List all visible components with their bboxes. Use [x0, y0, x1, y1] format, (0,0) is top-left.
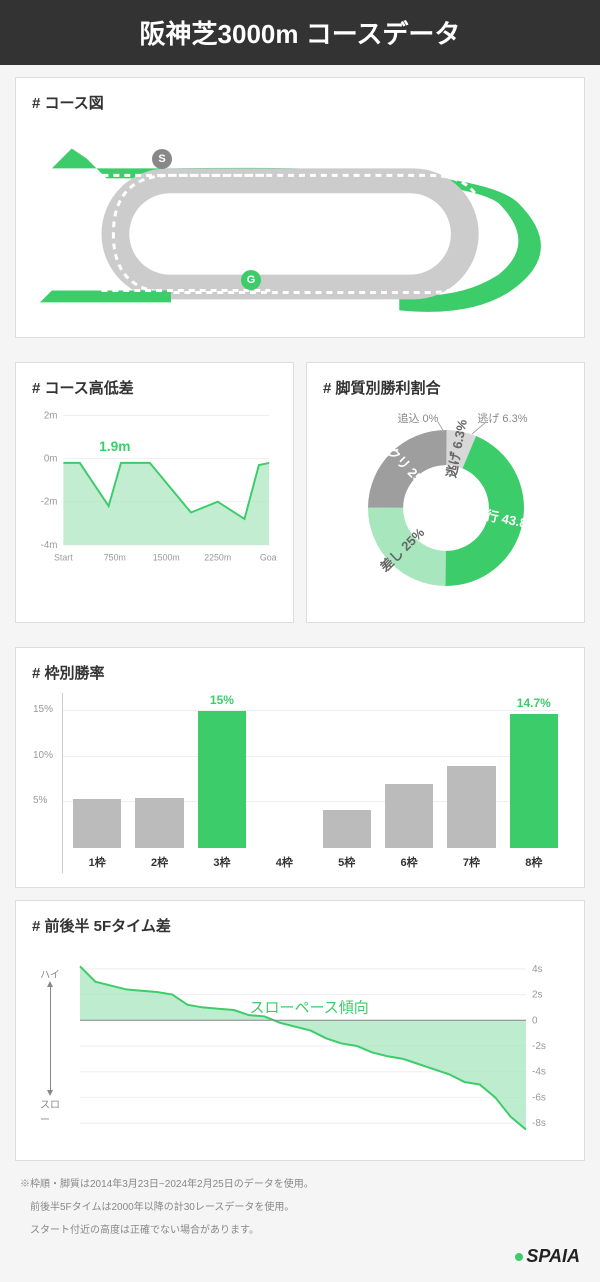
- pace-title: # 前後半 5Fタイム差: [32, 915, 568, 936]
- svg-text:-4m: -4m: [41, 540, 58, 551]
- svg-text:0m: 0m: [44, 454, 58, 465]
- elevation-card: # コース高低差 2m 0m -2m -4m Start 750m 1500m 2250m Go…: [15, 362, 294, 623]
- elevation-title: # コース高低差: [32, 377, 277, 398]
- elevation-chart: 2m 0m -2m -4m Start 750m 1500m 2250m Goal 1.9m: [32, 408, 277, 568]
- svg-text:-8s: -8s: [532, 1118, 546, 1129]
- svg-text:-4s: -4s: [532, 1067, 546, 1078]
- footnote-line: 前後半5Fタイムは2000年以降の計30レースデータを使用。: [0, 1196, 600, 1219]
- bar-2: 2枠: [135, 798, 183, 848]
- footnote-line: スタート付近の高度は正確でない場合があります。: [0, 1219, 600, 1242]
- pace-chart: 4s2s0-2s-4s-6s-8sスローペース傾向ハイスロー: [32, 946, 568, 1146]
- goal-chute: [40, 290, 171, 302]
- course-map: S G: [32, 123, 568, 323]
- start-badge: S: [152, 149, 172, 169]
- footnote-line: ※枠順・脚質は2014年3月23日~2024年2月25日のデータを使用。: [0, 1173, 600, 1196]
- bar-1: 1枠: [73, 799, 121, 848]
- pace-card: # 前後半 5Fタイム差 4s2s0-2s-4s-6s-8sスローペース傾向ハイ…: [15, 900, 585, 1161]
- bar-8: 8枠14.7%: [510, 714, 558, 848]
- svg-text:-2m: -2m: [41, 497, 58, 508]
- goal-badge: G: [241, 270, 261, 290]
- footnotes: ※枠順・脚質は2014年3月23日~2024年2月25日のデータを使用。 前後半…: [0, 1173, 600, 1242]
- bars-card: # 枠別勝率 5%10%15%1枠2枠3枠15%4枠5枠6枠7枠8枠14.7%: [15, 647, 585, 888]
- bar-7: 7枠: [447, 766, 495, 848]
- svg-text:-2s: -2s: [532, 1041, 546, 1052]
- svg-text:2250m: 2250m: [204, 553, 231, 563]
- brand-dot-icon: [515, 1253, 523, 1261]
- brand-logo: SPAIA: [0, 1242, 600, 1282]
- svg-text:Goal: Goal: [260, 553, 277, 563]
- donut-title: # 脚質別勝利割合: [323, 377, 568, 398]
- page-title: 阪神芝3000m コースデータ: [0, 0, 600, 65]
- bar-5: 5枠: [323, 810, 371, 848]
- bar-3: 3枠15%: [198, 711, 246, 848]
- svg-text:750m: 750m: [104, 553, 126, 563]
- svg-text:スローペース傾向: スローペース傾向: [249, 999, 368, 1016]
- svg-text:0: 0: [532, 1015, 538, 1026]
- svg-text:1.9m: 1.9m: [99, 439, 130, 454]
- course-map-card: # コース図 S G: [15, 77, 585, 338]
- svg-text:2s: 2s: [532, 990, 543, 1001]
- track-inner: [129, 193, 451, 274]
- svg-text:1500m: 1500m: [153, 553, 180, 563]
- svg-text:-6s: -6s: [532, 1092, 546, 1103]
- donut-card: # 脚質別勝利割合 逃げ 6.3%先行 43.8%差し 25%マクリ 25%追込…: [306, 362, 585, 623]
- bar-chart: 5%10%15%1枠2枠3枠15%4枠5枠6枠7枠8枠14.7%: [62, 693, 568, 873]
- bars-title: # 枠別勝率: [32, 662, 568, 683]
- svg-text:Start: Start: [54, 553, 73, 563]
- svg-text:4s: 4s: [532, 964, 543, 975]
- svg-text:2m: 2m: [44, 410, 58, 421]
- bar-6: 6枠: [385, 784, 433, 848]
- course-map-title: # コース図: [32, 92, 568, 113]
- donut-chart: 逃げ 6.3%先行 43.8%差し 25%マクリ 25%追込 0%逃げ 6.3%: [346, 408, 546, 608]
